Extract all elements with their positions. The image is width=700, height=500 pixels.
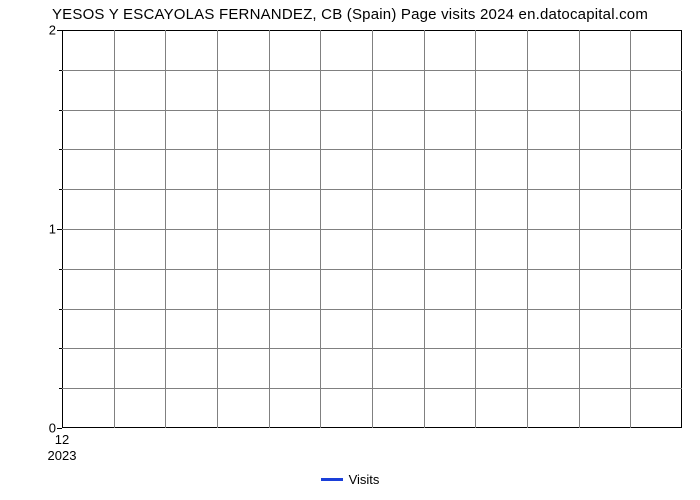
- ytick-label: 1: [49, 222, 62, 237]
- chart-title: YESOS Y ESCAYOLAS FERNANDEZ, CB (Spain) …: [0, 6, 700, 23]
- gridline-horizontal: [62, 388, 682, 389]
- legend: Visits: [0, 472, 700, 487]
- ytick-label: 2: [49, 23, 62, 38]
- gridline-horizontal: [62, 309, 682, 310]
- ytick-minor: [59, 269, 62, 270]
- x-year-label: 2023: [48, 448, 77, 463]
- xtick-label: 12: [55, 428, 69, 447]
- gridline-horizontal: [62, 110, 682, 111]
- ytick-minor: [59, 309, 62, 310]
- ytick-minor: [59, 388, 62, 389]
- plot-area: 01212: [62, 30, 682, 428]
- gridline-horizontal: [62, 189, 682, 190]
- gridline-horizontal: [62, 70, 682, 71]
- gridline-horizontal: [62, 149, 682, 150]
- chart-container: YESOS Y ESCAYOLAS FERNANDEZ, CB (Spain) …: [0, 0, 700, 500]
- ytick-minor: [59, 348, 62, 349]
- gridline-horizontal: [62, 269, 682, 270]
- legend-label: Visits: [349, 472, 380, 487]
- ytick-minor: [59, 149, 62, 150]
- ytick-minor: [59, 70, 62, 71]
- ytick-minor: [59, 110, 62, 111]
- gridline-horizontal: [62, 229, 682, 230]
- ytick-minor: [59, 189, 62, 190]
- gridline-horizontal: [62, 348, 682, 349]
- legend-swatch: [321, 478, 343, 481]
